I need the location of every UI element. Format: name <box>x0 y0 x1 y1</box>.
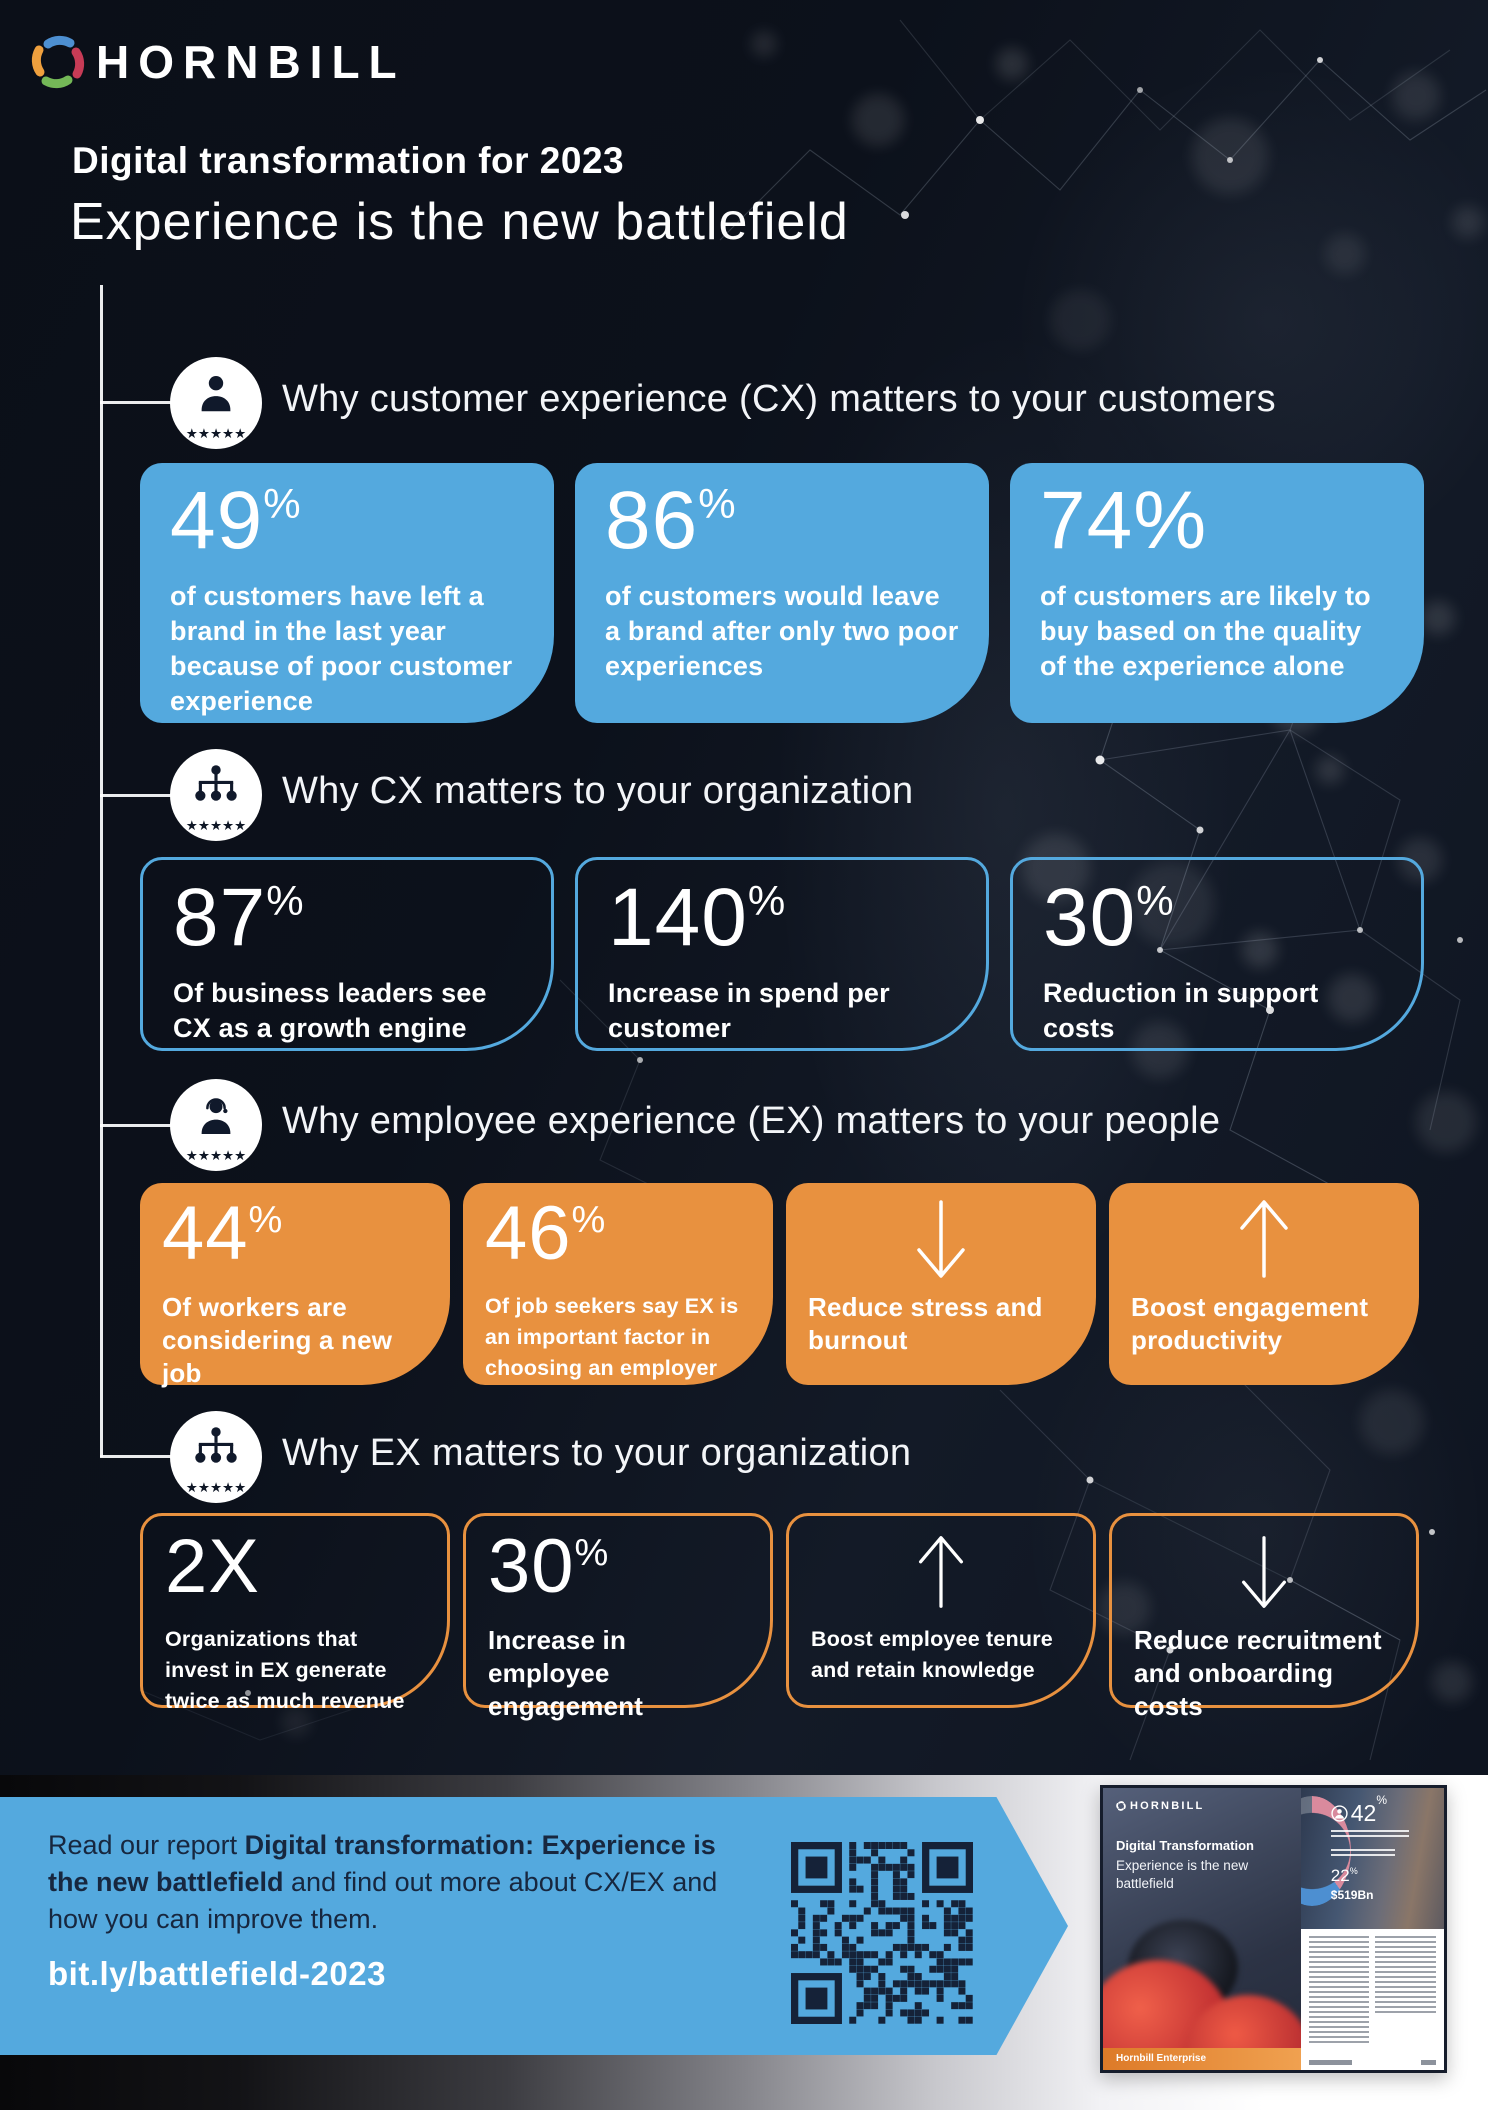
benefit-card: Boost employee tenure and retain knowled… <box>786 1513 1096 1708</box>
benefit-card: Boost engagement productivity <box>1109 1183 1419 1385</box>
report-body-text <box>1301 1932 1444 2050</box>
text-column <box>1375 1935 1436 2016</box>
cta-text: Read our report Digital transformation: … <box>48 1830 718 1934</box>
stat-description: Organizations that invest in EX generate… <box>165 1627 405 1713</box>
stat-value: 87% <box>173 872 304 963</box>
report-cover: HORNBILL Digital Transformation Experien… <box>1103 1788 1301 2070</box>
report-stats: 42% 22% $519Bn <box>1330 1793 1409 1902</box>
connector-branch <box>100 794 174 797</box>
stat-description: Increase in employee engagement <box>488 1625 644 1721</box>
benefit-description: Boost engagement productivity <box>1131 1292 1369 1355</box>
stat-value: 49% <box>170 475 301 566</box>
ex-people-cards: 44% Of workers are considering a new job… <box>140 1183 1419 1388</box>
stat-description: of customers are likely to buy based on … <box>1040 581 1371 681</box>
section-title-cx-org: Why CX matters to your organization <box>282 770 914 812</box>
stat-card: 46% Of job seekers say EX is an importan… <box>463 1183 773 1385</box>
stat-card: 49% of customers have left a brand in th… <box>140 463 554 723</box>
stat-card: 2X Organizations that invest in EX gener… <box>140 1513 450 1713</box>
five-stars-icon: ★★★★★ <box>185 1479 247 1495</box>
report-stat-519bn: $519Bn <box>1330 1888 1374 1902</box>
connector-branch <box>100 1124 174 1127</box>
connector-line <box>100 285 103 1457</box>
ex-org-cards: 2X Organizations that invest in EX gener… <box>140 1513 1419 1721</box>
stat-description: Reduction in support costs <box>1043 978 1319 1043</box>
report-page-footer <box>1308 2060 1436 2065</box>
customer-person-icon: ★★★★★ <box>170 357 262 449</box>
report-caption-lines <box>1330 1830 1409 1839</box>
report-thumbnail: HORNBILL Digital Transformation Experien… <box>1100 1785 1447 2073</box>
stat-value: 86% <box>605 475 736 566</box>
benefit-card: Reduce recruitment and onboarding costs <box>1109 1513 1419 1721</box>
stat-value: 30% <box>488 1524 609 1609</box>
stat-value: 30% <box>1043 872 1174 963</box>
stat-card: 140% Increase in spend per customer <box>575 857 989 1051</box>
organization-chart-icon: ★★★★★ <box>170 1411 262 1503</box>
stat-card: 44% Of workers are considering a new job <box>140 1183 450 1388</box>
stat-card: 74% of customers are likely to buy based… <box>1010 463 1424 723</box>
benefit-card: Reduce stress and burnout <box>786 1183 1096 1385</box>
connector-branch <box>100 401 174 404</box>
five-stars-icon: ★★★★★ <box>185 1147 247 1163</box>
stat-description: of customers would leave a brand after o… <box>605 581 959 681</box>
text-column <box>1308 1935 1370 2047</box>
cx-org-cards: 87% Of business leaders see CX as a grow… <box>140 857 1424 1051</box>
report-stat-42: 42% <box>1331 1793 1409 1827</box>
stat-description: Increase in spend per customer <box>608 978 890 1043</box>
arrow-up-icon <box>811 1530 1071 1614</box>
hornbill-logo-icon <box>31 35 85 89</box>
stat-description: Of workers are considering a new job <box>162 1292 393 1388</box>
cx-customers-cards: 49% of customers have left a brand in th… <box>140 463 1424 723</box>
stat-card: 87% Of business leaders see CX as a grow… <box>140 857 554 1051</box>
arrow-down-icon <box>1134 1530 1394 1614</box>
report-inner-page: 42% 22% $519Bn <box>1300 1788 1444 2070</box>
report-subtitle: Experience is the new battlefield <box>1116 1858 1249 1891</box>
stat-description: Of business leaders see CX as a growth e… <box>173 978 487 1043</box>
stat-card: 30% Reduction in support costs <box>1010 857 1424 1051</box>
footer-strip: Read our report Digital transformation: … <box>0 1775 1488 2110</box>
stat-value: 46% <box>485 1191 606 1276</box>
section-title-cx-customers: Why customer experience (CX) matters to … <box>282 378 1276 420</box>
stat-value: 2X <box>165 1524 260 1609</box>
benefit-description: Reduce stress and burnout <box>808 1292 1043 1355</box>
arrow-down-icon <box>808 1197 1074 1281</box>
five-stars-icon: ★★★★★ <box>185 425 247 441</box>
bitly-link[interactable]: bit.ly/battlefield-2023 <box>48 1955 386 1992</box>
stat-description: of customers have left a brand in the la… <box>170 581 513 716</box>
organization-chart-icon: ★★★★★ <box>170 749 262 841</box>
connector-branch <box>100 1455 174 1458</box>
employee-headset-icon: ★★★★★ <box>170 1079 262 1171</box>
arrow-up-icon <box>1131 1197 1397 1281</box>
page-title: Digital transformation for 2023 <box>72 140 625 181</box>
page-subtitle: Experience is the new battlefield <box>70 193 849 251</box>
person-circle-icon <box>1331 1805 1348 1822</box>
stat-description: Of job seekers say EX is an important fa… <box>485 1294 739 1380</box>
stat-value: 44% <box>162 1191 283 1276</box>
report-stat-22: 22% <box>1330 1866 1358 1885</box>
report-caption-lines <box>1330 1849 1395 1858</box>
benefit-description: Reduce recruitment and onboarding costs <box>1134 1625 1382 1721</box>
stat-card: 30% Increase in employee engagement <box>463 1513 773 1721</box>
stat-card: 86% of customers would leave a brand aft… <box>575 463 989 723</box>
report-title: Digital Transformation <box>1116 1838 1254 1853</box>
report-photo: 42% 22% $519Bn <box>1300 1788 1444 1929</box>
brand-wordmark: HORNBILL <box>96 36 406 88</box>
benefit-description: Boost employee tenure and retain knowled… <box>811 1627 1053 1682</box>
section-title-ex-people: Why employee experience (EX) matters to … <box>282 1100 1221 1142</box>
five-stars-icon: ★★★★★ <box>185 817 247 833</box>
brand-logo: HORNBILL <box>30 34 406 90</box>
cta-arrow-banner: Read our report Digital transformation: … <box>0 1797 1068 2055</box>
stat-value: 74% <box>1040 475 1208 566</box>
section-title-ex-org: Why EX matters to your organization <box>282 1432 912 1474</box>
qr-code <box>791 1842 973 2024</box>
stat-value: 140% <box>608 872 786 963</box>
report-brand-logo: HORNBILL <box>1116 1800 1205 1812</box>
report-footer-bar: Hornbill Enterprise <box>1103 2048 1301 2070</box>
